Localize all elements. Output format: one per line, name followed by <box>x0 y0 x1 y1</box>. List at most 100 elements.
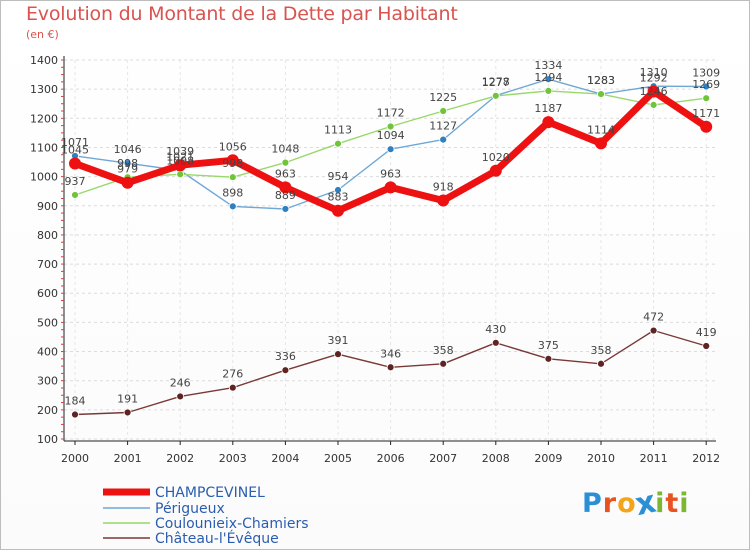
data-label-coulounieix-chamiers: 1246 <box>640 85 668 98</box>
data-label-coulounieix-chamiers: 1113 <box>324 124 352 137</box>
y-tick-label: 1300 <box>30 83 58 96</box>
legend-label-chateau-l-eveque: Château-l'Évêque <box>155 530 279 547</box>
data-label-chateau-l-eveque: 358 <box>591 344 612 357</box>
data-label-champcevinel: 918 <box>433 181 454 194</box>
data-label-perigueux: 1309 <box>692 67 720 80</box>
data-label-champcevinel: 1020 <box>482 151 510 164</box>
data-point-champcevinel <box>489 164 502 177</box>
data-point-chateau-l-eveque <box>386 363 395 372</box>
data-point-perigueux <box>123 159 132 168</box>
data-point-chateau-l-eveque <box>491 338 500 347</box>
x-tick-label: 2006 <box>377 452 405 465</box>
logo-letter: i <box>655 488 666 519</box>
data-label-perigueux: 898 <box>222 186 243 199</box>
data-point-chateau-l-eveque <box>649 326 658 335</box>
y-tick-label: 600 <box>37 287 58 300</box>
y-tick-label: 900 <box>37 200 58 213</box>
data-label-coulounieix-chamiers: 998 <box>222 157 243 170</box>
logo-letter: t <box>665 488 680 519</box>
data-label-chateau-l-eveque: 430 <box>485 323 506 336</box>
chart-subtitle: (en €) <box>26 28 59 41</box>
data-point-champcevinel <box>595 137 607 150</box>
data-point-coulounieix-chamiers <box>281 158 290 167</box>
data-point-chateau-l-eveque <box>544 354 553 363</box>
data-label-champcevinel: 1292 <box>640 71 668 84</box>
data-point-perigueux <box>386 145 395 154</box>
data-point-coulounieix-chamiers <box>71 191 79 199</box>
data-point-perigueux <box>702 82 711 91</box>
chart-title: Evolution du Montant de la Dette par Hab… <box>26 3 458 25</box>
data-label-coulounieix-chamiers: 1283 <box>587 74 615 87</box>
data-label-chateau-l-eveque: 191 <box>117 392 138 405</box>
data-label-chateau-l-eveque: 472 <box>643 311 664 324</box>
data-label-champcevinel: 1056 <box>219 140 247 153</box>
data-label-chateau-l-eveque: 336 <box>275 350 296 363</box>
data-point-coulounieix-chamiers <box>334 139 342 148</box>
data-label-champcevinel: 963 <box>275 167 296 180</box>
data-label-champcevinel: 1187 <box>534 102 562 115</box>
data-label-champcevinel: 883 <box>328 191 349 204</box>
data-point-champcevinel <box>542 116 555 129</box>
data-point-perigueux <box>544 75 553 84</box>
x-tick-label: 2004 <box>271 452 299 465</box>
data-label-champcevinel: 1039 <box>166 145 194 158</box>
data-label-perigueux: 1071 <box>61 136 89 149</box>
data-point-champcevinel <box>226 154 239 167</box>
data-label-perigueux: 1127 <box>429 120 457 133</box>
y-tick-label: 200 <box>37 404 58 417</box>
y-tick-label: 500 <box>37 316 58 329</box>
legend-label-champcevinel: CHAMPCEVINEL <box>155 485 265 501</box>
data-label-coulounieix-chamiers: 1008 <box>166 154 194 167</box>
data-point-chateau-l-eveque <box>439 359 448 368</box>
x-tick-label: 2003 <box>219 452 247 465</box>
y-tick-label: 700 <box>37 258 58 271</box>
data-label-chateau-l-eveque: 276 <box>222 368 243 381</box>
data-label-perigueux: 1094 <box>377 129 405 142</box>
x-tick-label: 2002 <box>166 452 194 465</box>
data-point-perigueux <box>439 135 448 144</box>
data-point-coulounieix-chamiers <box>491 91 500 100</box>
data-label-coulounieix-chamiers: 998 <box>117 157 138 170</box>
y-tick-label: 100 <box>37 433 58 446</box>
data-point-champcevinel <box>384 181 397 194</box>
data-label-perigueux: 1021 <box>166 150 194 163</box>
data-label-champcevinel: 963 <box>380 167 401 180</box>
legend-label-perigueux: Périgueux <box>155 501 225 517</box>
data-label-champcevinel: 1045 <box>61 143 89 156</box>
logo-letter: o <box>617 488 637 519</box>
data-point-champcevinel <box>647 85 660 98</box>
data-point-chateau-l-eveque <box>597 359 605 368</box>
proxiti-logo: Proxiti <box>582 484 690 523</box>
data-point-coulounieix-chamiers <box>176 170 185 179</box>
data-point-champcevinel <box>437 194 450 207</box>
x-tick-label: 2009 <box>534 452 562 465</box>
data-point-coulounieix-chamiers <box>544 87 553 95</box>
logo-letter: i <box>679 488 690 519</box>
data-label-chateau-l-eveque: 346 <box>380 347 401 360</box>
data-label-perigueux: 1283 <box>587 74 615 87</box>
data-point-coulounieix-chamiers <box>649 100 658 109</box>
data-point-champcevinel <box>700 120 713 133</box>
data-point-coulounieix-chamiers <box>386 122 395 131</box>
y-tick-label: 1200 <box>30 112 58 125</box>
y-tick-label: 800 <box>37 229 58 242</box>
data-label-perigueux: 954 <box>328 170 349 183</box>
data-point-chateau-l-eveque <box>176 392 185 401</box>
data-label-chateau-l-eveque: 184 <box>65 395 86 408</box>
data-label-chateau-l-eveque: 391 <box>328 334 349 347</box>
data-label-champcevinel: 979 <box>117 163 138 176</box>
data-point-chateau-l-eveque <box>71 410 79 419</box>
data-point-coulounieix-chamiers <box>597 90 605 99</box>
logo-letter: P <box>582 488 603 519</box>
data-label-chateau-l-eveque: 358 <box>433 344 454 357</box>
data-label-coulounieix-chamiers: 937 <box>65 175 86 188</box>
data-label-chateau-l-eveque: 419 <box>696 326 717 339</box>
data-label-coulounieix-chamiers: 1172 <box>377 106 405 119</box>
data-label-perigueux: 1334 <box>534 59 562 72</box>
x-tick-label: 2005 <box>324 452 352 465</box>
data-point-coulounieix-chamiers <box>702 94 711 103</box>
data-point-champcevinel <box>279 181 292 194</box>
x-tick-label: 2001 <box>114 452 142 465</box>
x-tick-label: 2008 <box>482 452 510 465</box>
